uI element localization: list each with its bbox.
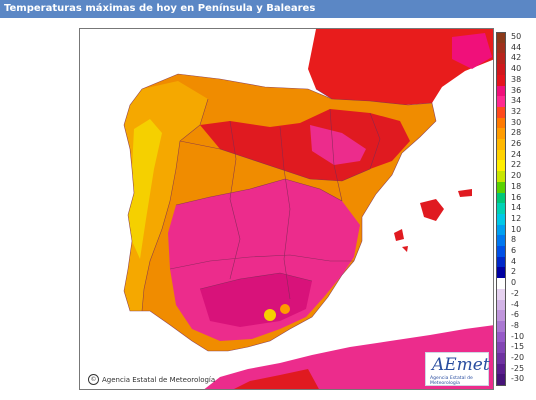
legend-label: -25 bbox=[511, 363, 525, 373]
legend-label: 34 bbox=[511, 96, 522, 106]
legend-label: 50 bbox=[511, 32, 522, 41]
region-france bbox=[308, 29, 493, 105]
temperature-legend: 50 44 42 40 38 36 34 32 30 28 26 24 22 20 18 16 14 12 10 8 6… bbox=[496, 32, 536, 390]
legend-label: 26 bbox=[511, 139, 522, 148]
legend-swatch bbox=[496, 42, 506, 54]
legend-swatch bbox=[496, 96, 506, 108]
region-north-red bbox=[200, 109, 410, 181]
legend-label: 10 bbox=[511, 224, 522, 234]
legend-label: 22 bbox=[511, 160, 522, 170]
legend-swatch bbox=[496, 192, 506, 204]
legend-label: -15 bbox=[511, 342, 525, 352]
legend-swatch bbox=[496, 64, 506, 76]
legend-label: -2 bbox=[511, 288, 519, 298]
legend-swatch bbox=[496, 149, 506, 161]
legend-label: 14 bbox=[511, 203, 522, 213]
region-coast-yellow bbox=[128, 119, 162, 259]
legend-swatch bbox=[496, 331, 506, 343]
legend-swatch bbox=[496, 320, 506, 333]
legend-swatch bbox=[496, 139, 506, 151]
legend-swatch bbox=[496, 256, 506, 268]
legend-label: 32 bbox=[511, 106, 522, 116]
legend-label: -4 bbox=[511, 299, 519, 309]
region-formentera bbox=[402, 246, 408, 252]
legend-swatch bbox=[496, 267, 506, 279]
aemet-logo-main: AEmet bbox=[432, 355, 490, 375]
legend-swatch bbox=[496, 32, 506, 44]
legend-label: 36 bbox=[511, 85, 522, 95]
legend-swatch bbox=[496, 171, 506, 183]
legend-label: 44 bbox=[511, 42, 522, 52]
legend-label: 16 bbox=[511, 192, 522, 202]
legend-label: -6 bbox=[511, 310, 519, 320]
legend-label: 8 bbox=[511, 235, 517, 245]
region-north-africa-red bbox=[234, 369, 319, 389]
legend-label: -8 bbox=[511, 320, 519, 330]
legend-label: -20 bbox=[511, 353, 525, 362]
map-canvas bbox=[123, 29, 493, 389]
legend-label: 24 bbox=[511, 149, 522, 159]
province-borders bbox=[123, 73, 437, 352]
legend-swatch bbox=[496, 85, 506, 97]
page-title: Temperaturas máximas de hoy en Península… bbox=[0, 0, 536, 18]
legend-swatch bbox=[496, 278, 506, 290]
aemet-logo-sub: Agencia Estatal de Meteorología bbox=[430, 376, 473, 386]
legend-label: -10 bbox=[511, 331, 525, 341]
legend-label: 40 bbox=[511, 64, 522, 74]
legend-swatch bbox=[496, 235, 506, 247]
legend-label: 38 bbox=[511, 74, 522, 84]
copyright-icon: © bbox=[88, 374, 99, 385]
map-credit-text: Agencia Estatal de Meteorología bbox=[102, 375, 216, 384]
legend-swatch bbox=[496, 181, 506, 193]
legend-swatch bbox=[496, 117, 506, 129]
temperature-map: © Agencia Estatal de Meteorología AEmet … bbox=[79, 28, 494, 390]
region-ebro-hot bbox=[310, 125, 366, 165]
legend-swatch bbox=[496, 246, 506, 258]
region-ibiza bbox=[394, 229, 404, 241]
legend-swatch bbox=[496, 53, 506, 65]
legend-label: 12 bbox=[511, 213, 522, 223]
legend-swatch bbox=[496, 374, 506, 386]
region-france-hot bbox=[452, 33, 492, 69]
legend-swatch bbox=[496, 342, 506, 354]
legend-label: 20 bbox=[511, 171, 522, 181]
legend-swatch bbox=[496, 310, 506, 322]
legend-label: 6 bbox=[511, 246, 517, 255]
region-menorca bbox=[458, 189, 472, 197]
region-mallorca bbox=[420, 199, 444, 221]
region-sierra-yellow bbox=[264, 309, 276, 321]
legend-label: 2 bbox=[511, 267, 517, 277]
legend-swatch bbox=[496, 74, 506, 86]
legend-swatch bbox=[496, 106, 506, 119]
region-sierra-orange bbox=[280, 304, 290, 314]
legend-label: 30 bbox=[511, 117, 522, 127]
legend-swatch bbox=[496, 288, 506, 300]
legend-label: -30 bbox=[511, 374, 525, 384]
legend-swatch bbox=[496, 363, 506, 375]
legend-label: 0 bbox=[511, 278, 517, 288]
legend-swatch bbox=[496, 160, 506, 172]
legend-swatch bbox=[496, 213, 506, 226]
aemet-logo: AEmet Agencia Estatal de Meteorología bbox=[425, 352, 490, 386]
legend-label: 4 bbox=[511, 256, 517, 266]
legend-label: 18 bbox=[511, 181, 522, 191]
legend-swatch bbox=[496, 299, 506, 311]
legend-swatch bbox=[496, 353, 506, 365]
legend-swatch bbox=[496, 203, 506, 215]
legend-swatch bbox=[496, 224, 506, 236]
legend-swatch bbox=[496, 128, 506, 140]
region-north-africa bbox=[204, 325, 493, 389]
legend-label: 42 bbox=[511, 53, 522, 63]
map-credit: © Agencia Estatal de Meteorología bbox=[88, 374, 215, 385]
legend-label: 28 bbox=[511, 128, 522, 138]
